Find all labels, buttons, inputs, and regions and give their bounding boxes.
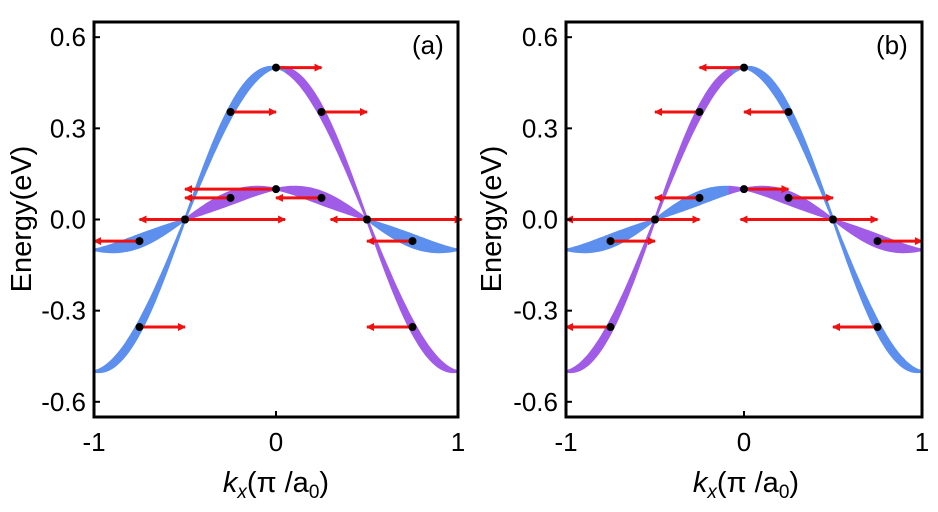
panel-a-x-axis-unit-sub: 0 (309, 482, 320, 503)
panel-a-x-tick-label: 0 (269, 427, 283, 457)
panel-b-x-axis-unit-sub: 0 (779, 482, 790, 503)
panel-b-x-axis-title: kx(π /a0) (693, 467, 799, 503)
panel-b-state-point (740, 185, 748, 194)
panel-b-state-point (873, 323, 882, 332)
panel-b-y-tick-label: 0.3 (522, 113, 558, 143)
panel-b-x-axis-unit: (π /a (717, 467, 780, 499)
panel-b-band-1-segment-3 (832, 218, 923, 254)
panel-b-label: (b) (876, 30, 908, 60)
panel-b-y-tick-label: 0.0 (522, 205, 558, 235)
panel-b-ticks: -1 0 1 0.6 0.3 0.0 -0.3 -0.6 (513, 22, 929, 457)
panel-b-plot-area (565, 63, 923, 374)
panel-a-band-1-segment-0 (93, 218, 186, 254)
panel-a-state-point (181, 215, 189, 224)
panel-a-state-point (135, 237, 144, 246)
panel-b-state-point (695, 193, 704, 202)
panel-b-band-0-segment-2 (732, 65, 838, 231)
panel-a-label: (a) (412, 30, 444, 60)
panel-b-state-point (784, 107, 793, 116)
panel-b-x-axis-k: k (693, 467, 709, 499)
panel-a-x-axis-k: k (223, 467, 239, 499)
panel-a-state-point (408, 323, 417, 332)
panel-b-state-point (784, 193, 793, 202)
panel-a-x-axis-k-sub: x (236, 482, 248, 503)
panel-a-y-tick-label: 0.0 (50, 205, 86, 235)
panel-a-y-tick-label: -0.3 (41, 296, 86, 326)
panel-b-y-tick-label: -0.6 (513, 387, 558, 417)
panel-a-y-tick-label: -0.6 (41, 387, 86, 417)
panel-b-state-point (606, 323, 615, 332)
panel-a-band-1-segment-3 (366, 218, 459, 254)
panel-b: (b) -1 0 1 0.6 0.3 0.0 -0.3 -0.6 Energy(eV) kx(… (476, 20, 929, 503)
panel-b-x-axis-close: ) (789, 467, 799, 499)
panel-a-y-tick-label: 0.3 (50, 113, 86, 143)
panel-b-state-point (651, 215, 659, 224)
panel-a-y-tick-label: 0.6 (50, 22, 86, 52)
panel-b-x-tick-label: -1 (554, 427, 577, 457)
panel-a-x-axis-title: kx(π /a0) (223, 467, 329, 503)
panel-a-x-tick-label: 1 (451, 427, 465, 457)
panel-a-x-axis-close: ) (319, 467, 329, 499)
panel-a-state-point (226, 193, 235, 202)
panel-a-state-point (317, 193, 326, 202)
panel-b-x-axis-k-sub: x (706, 482, 718, 503)
panel-a-state-point (272, 63, 280, 72)
panel-b-x-tick-label: 0 (737, 427, 751, 457)
panel-a-ticks: -1 0 1 0.6 0.3 0.0 -0.3 -0.6 (41, 22, 465, 457)
panel-a: (a) -1 0 1 0.6 0.3 0.0 -0.3 -0.6 Energy(eV) kx(… (6, 20, 465, 503)
panel-a-plot-area (93, 63, 463, 374)
panel-b-state-point (695, 107, 704, 116)
panel-b-state-point (873, 237, 882, 246)
panel-a-state-point (135, 323, 144, 332)
panel-b-x-tick-label: 1 (915, 427, 929, 457)
panel-b-state-point (606, 237, 615, 246)
panel-b-y-axis-title: Energy(eV) (476, 146, 508, 293)
panel-a-state-point (272, 185, 280, 194)
panel-a-state-point (363, 215, 371, 224)
panel-a-state-point (317, 107, 326, 116)
panel-a-state-point (408, 237, 417, 246)
panel-b-state-point (740, 63, 748, 72)
panel-a-y-axis-title: Energy(eV) (6, 146, 38, 293)
panel-b-y-tick-label: 0.6 (522, 22, 558, 52)
panel-b-state-point (829, 215, 837, 224)
panel-a-x-axis-unit: (π /a (247, 467, 310, 499)
panel-a-x-tick-label: -1 (82, 427, 105, 457)
panel-b-y-tick-label: -0.3 (513, 296, 558, 326)
panel-a-state-point (226, 107, 235, 116)
panel-a-band-0-segment-1 (180, 65, 289, 231)
panel-b-band-1-segment-0 (565, 218, 656, 254)
